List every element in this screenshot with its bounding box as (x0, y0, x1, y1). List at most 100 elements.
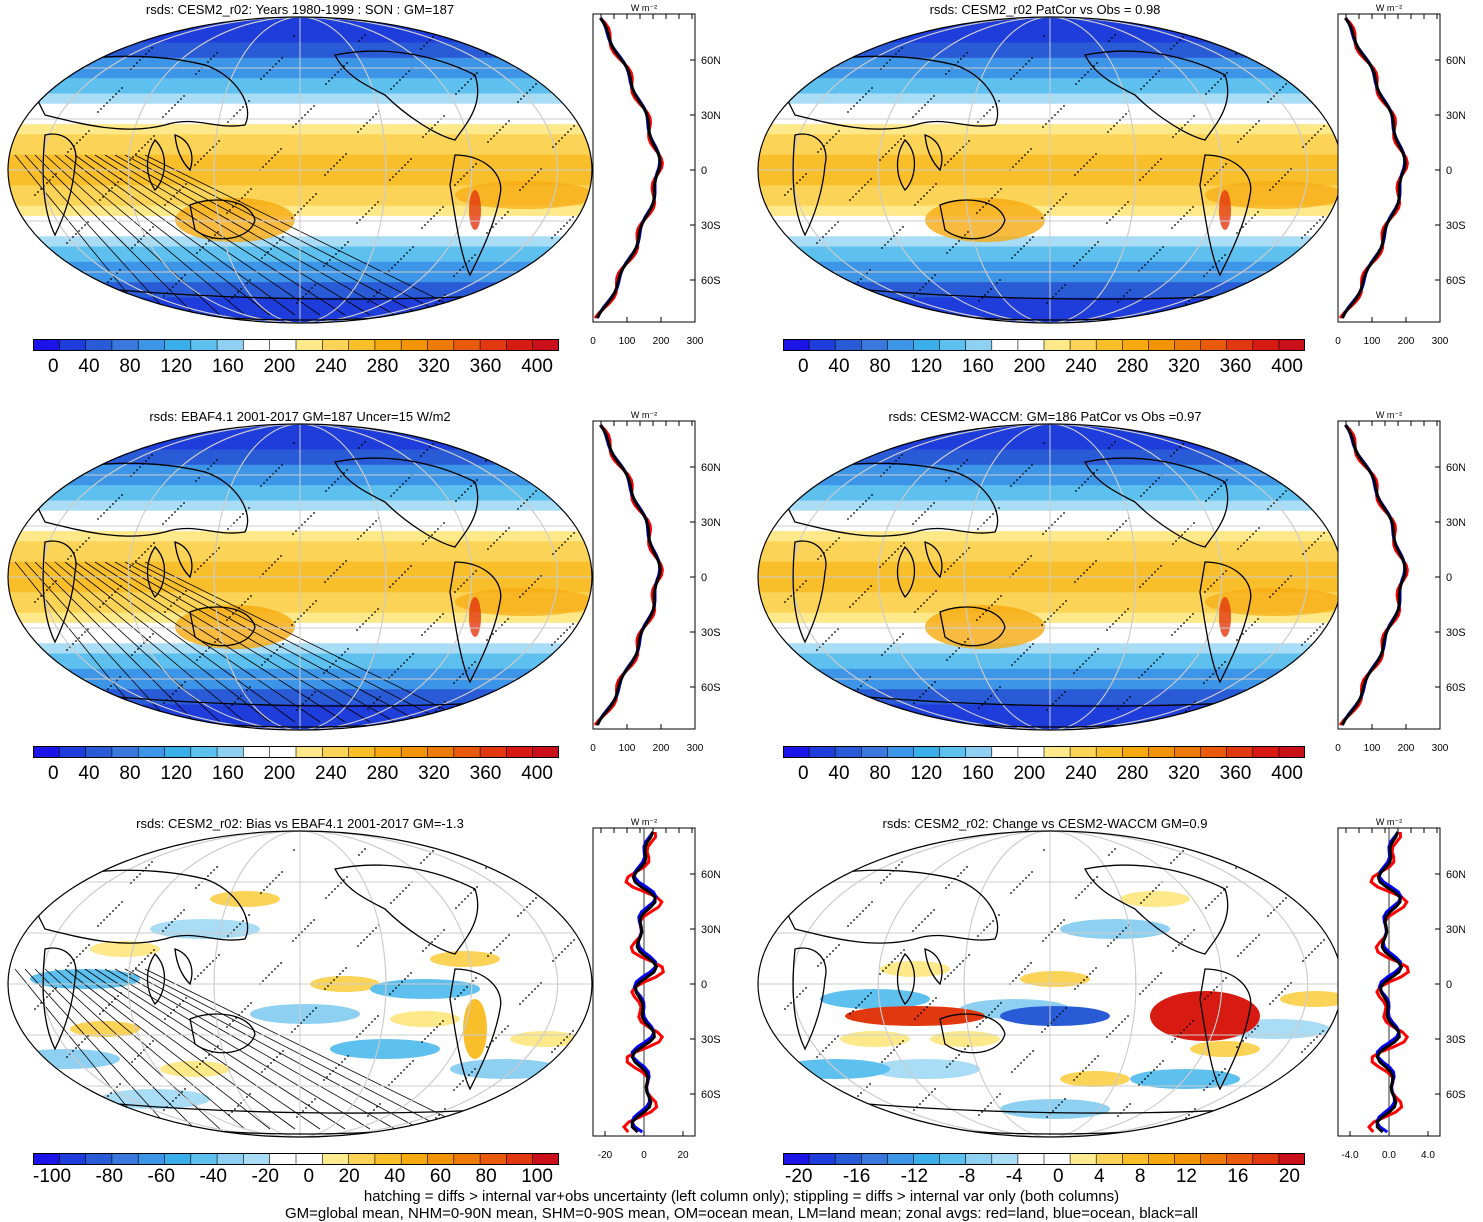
stipple-dot (924, 918, 926, 920)
stipple-dot (1258, 934, 1260, 936)
stipple-dot (1170, 455, 1172, 457)
stipple-dot (1170, 862, 1172, 864)
stipple-dot (236, 112, 238, 114)
stipple-dot (536, 262, 538, 264)
stipple-dot (371, 614, 373, 616)
stipple-dot (1216, 172, 1218, 174)
stipple-dot (492, 226, 494, 228)
stipple-dot (393, 85, 395, 87)
stipple-dot (1052, 1110, 1054, 1112)
stipple-dot (914, 1018, 916, 1020)
stipple-dot (1258, 527, 1260, 529)
zonal-x-tick-label: 0.0 (1382, 1150, 1396, 1161)
stipple-dot (1180, 625, 1182, 627)
colorbar-swatch (401, 1153, 428, 1165)
stipple-dot (333, 165, 335, 167)
stipple-dot (1044, 621, 1046, 623)
stipple-dot (132, 563, 134, 565)
stipple-dot (1115, 1027, 1117, 1029)
stipple-dot (1124, 611, 1126, 613)
stipple-dot (1150, 258, 1152, 260)
stipple-dot (176, 1006, 178, 1008)
stipple-dot (342, 156, 344, 158)
stipple-dot (922, 693, 924, 695)
stipple-dot (1323, 939, 1325, 941)
stipple-dot (1046, 709, 1048, 711)
stipple-dot (1059, 1013, 1061, 1015)
stipple-dot (554, 641, 556, 643)
colorbar-swatch (86, 746, 113, 758)
stipple-dot (244, 1008, 246, 1010)
stipple-dot (163, 295, 165, 297)
stipple-dot (434, 124, 436, 126)
stipple-dot (1047, 618, 1049, 620)
colorbar-swatch (887, 746, 914, 758)
field-patch (390, 1011, 460, 1027)
stipple-dot (1280, 1082, 1282, 1084)
colorbar-tick-label: 40 (384, 1166, 405, 1188)
stipple-dot (429, 446, 431, 448)
stipple-dot (534, 581, 536, 583)
colorbar-tick-label: 320 (418, 356, 450, 378)
stipple-dot (88, 944, 90, 946)
stipple-dot (304, 928, 306, 930)
colorbar-swatch (1201, 746, 1228, 758)
zonal-unit-label: W m⁻² (1376, 3, 1402, 13)
stipple-dot (1320, 942, 1322, 944)
stipple-dot (389, 586, 391, 588)
stipple-dot (205, 650, 207, 652)
stipple-dot (535, 897, 537, 899)
stipple-dot (86, 42, 88, 44)
stipple-dot (409, 249, 411, 251)
stipple-dot (528, 994, 530, 996)
stipple-dot (1121, 1021, 1123, 1023)
stipple-dot (121, 87, 123, 89)
stipple-dot (294, 1028, 296, 1030)
stipple-dot (1210, 992, 1212, 994)
stipple-dot (265, 977, 267, 979)
stipple-dot (556, 866, 558, 868)
stipple-dot (372, 930, 374, 932)
stipple-dot (927, 915, 929, 917)
stipple-dot (333, 572, 335, 574)
stipple-dot (1154, 571, 1156, 573)
stipple-dot (84, 224, 86, 226)
stipple-dot (334, 888, 336, 890)
stipple-dot (505, 530, 507, 532)
stipple-dot (524, 1088, 526, 1090)
stipple-dot (262, 573, 264, 575)
stipple-dot (397, 1075, 399, 1077)
stipple-dot (832, 136, 834, 138)
stipple-dot (1306, 52, 1308, 54)
stipple-dot (1311, 544, 1313, 546)
stipple-dot (1284, 581, 1286, 583)
stipple-dot (347, 241, 349, 243)
stipple-dot (45, 680, 47, 682)
stipple-dot (185, 183, 187, 185)
stipple-dot (165, 927, 167, 929)
stipple-dot (409, 656, 411, 658)
colorbar-tick-label: 4 (1094, 1166, 1105, 1188)
stipple-dot (324, 988, 326, 990)
stipple-dot (407, 161, 409, 163)
colorbar-swatch (112, 339, 139, 351)
stipple-dot (373, 702, 375, 704)
stipple-dot (162, 116, 164, 118)
stipple-dot (234, 294, 236, 296)
stipple-dot (1122, 523, 1124, 525)
stipple-dot (1014, 254, 1016, 256)
stipple-dot (835, 947, 837, 949)
stipple-dot (1188, 707, 1190, 709)
stipple-dot (997, 598, 999, 600)
stipple-dot (184, 274, 186, 276)
stipple-dot (786, 282, 788, 284)
stipple-dot (952, 653, 954, 655)
stipple-dot (1210, 178, 1212, 180)
stipple-dot (118, 904, 120, 906)
stipple-dot (1046, 1116, 1048, 1118)
stipple-dot (1063, 512, 1065, 514)
stipple-dot (81, 227, 83, 229)
